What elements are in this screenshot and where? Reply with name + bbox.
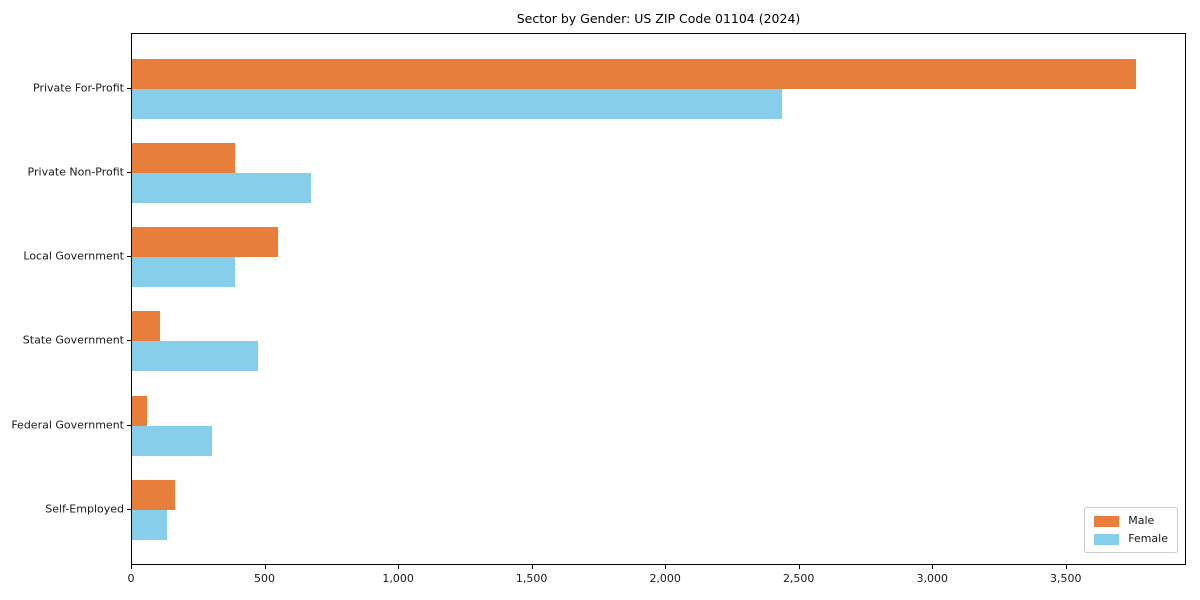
- y-tick-label-self-employed: Self-Employed: [45, 502, 124, 516]
- x-tick-label-2,500: 2,500: [782, 572, 815, 585]
- x-tick-label-3,500: 3,500: [1050, 572, 1082, 585]
- bar-female-state-government: [132, 341, 258, 372]
- x-tick-mark-1,000: [398, 565, 400, 569]
- legend: Male Female: [1084, 507, 1178, 553]
- x-tick-label-1,500: 1,500: [515, 572, 548, 585]
- y-tick-mark-federal-government: [127, 424, 131, 426]
- x-tick-mark-3,500: [1065, 565, 1067, 569]
- x-tick-label-500: 500: [254, 572, 275, 585]
- bar-female-private-non-profit: [132, 172, 311, 203]
- bar-male-local-government: [132, 227, 278, 258]
- x-tick-mark-3,000: [932, 565, 934, 569]
- legend-entry-male: Male: [1094, 515, 1168, 527]
- y-tick-label-private-non-profit: Private Non-Profit: [27, 165, 124, 179]
- bar-male-private-non-profit: [132, 142, 235, 173]
- x-tick-label-0: 0: [127, 572, 135, 585]
- legend-male-swatch: [1094, 515, 1120, 527]
- x-tick-mark-500: [264, 565, 266, 569]
- bar-male-federal-government: [132, 395, 147, 426]
- chart-title: Sector by Gender: US ZIP Code 01104 (202…: [516, 11, 801, 26]
- y-tick-mark-private-non-profit: [127, 171, 131, 173]
- y-tick-label-local-government: Local Government: [23, 249, 124, 263]
- x-tick-mark-1,500: [531, 565, 533, 569]
- y-tick-label-state-government: State Government: [22, 333, 124, 347]
- bar-male-self-employed: [132, 480, 175, 510]
- x-tick-mark-0: [131, 565, 132, 569]
- bar-male-state-government: [132, 311, 160, 342]
- legend-female-swatch: [1094, 533, 1120, 545]
- legend-male-label: Male: [1128, 514, 1155, 527]
- x-tick-mark-2,000: [665, 565, 667, 569]
- y-tick-label-federal-government: Federal Government: [11, 418, 124, 432]
- legend-entry-female: Female: [1094, 533, 1168, 545]
- y-tick-mark-private-for-profit: [127, 87, 131, 89]
- bar-female-federal-government: [132, 425, 213, 456]
- x-tick-label-1,000: 1,000: [382, 572, 414, 585]
- x-tick-mark-2,500: [798, 565, 800, 569]
- legend-female-label: Female: [1128, 532, 1168, 545]
- y-tick-mark-self-employed: [127, 509, 131, 510]
- bar-male-private-for-profit: [132, 58, 1137, 89]
- y-tick-label-private-for-profit: Private For-Profit: [33, 81, 124, 94]
- y-tick-mark-state-government: [127, 340, 131, 342]
- plot-area: Male Female: [131, 33, 1186, 565]
- x-tick-label-2,000: 2,000: [649, 572, 681, 585]
- bar-female-private-for-profit: [132, 88, 783, 119]
- bar-female-self-employed: [132, 510, 167, 540]
- bar-female-local-government: [132, 257, 235, 288]
- x-tick-label-3,000: 3,000: [916, 572, 949, 585]
- y-tick-mark-local-government: [127, 256, 131, 258]
